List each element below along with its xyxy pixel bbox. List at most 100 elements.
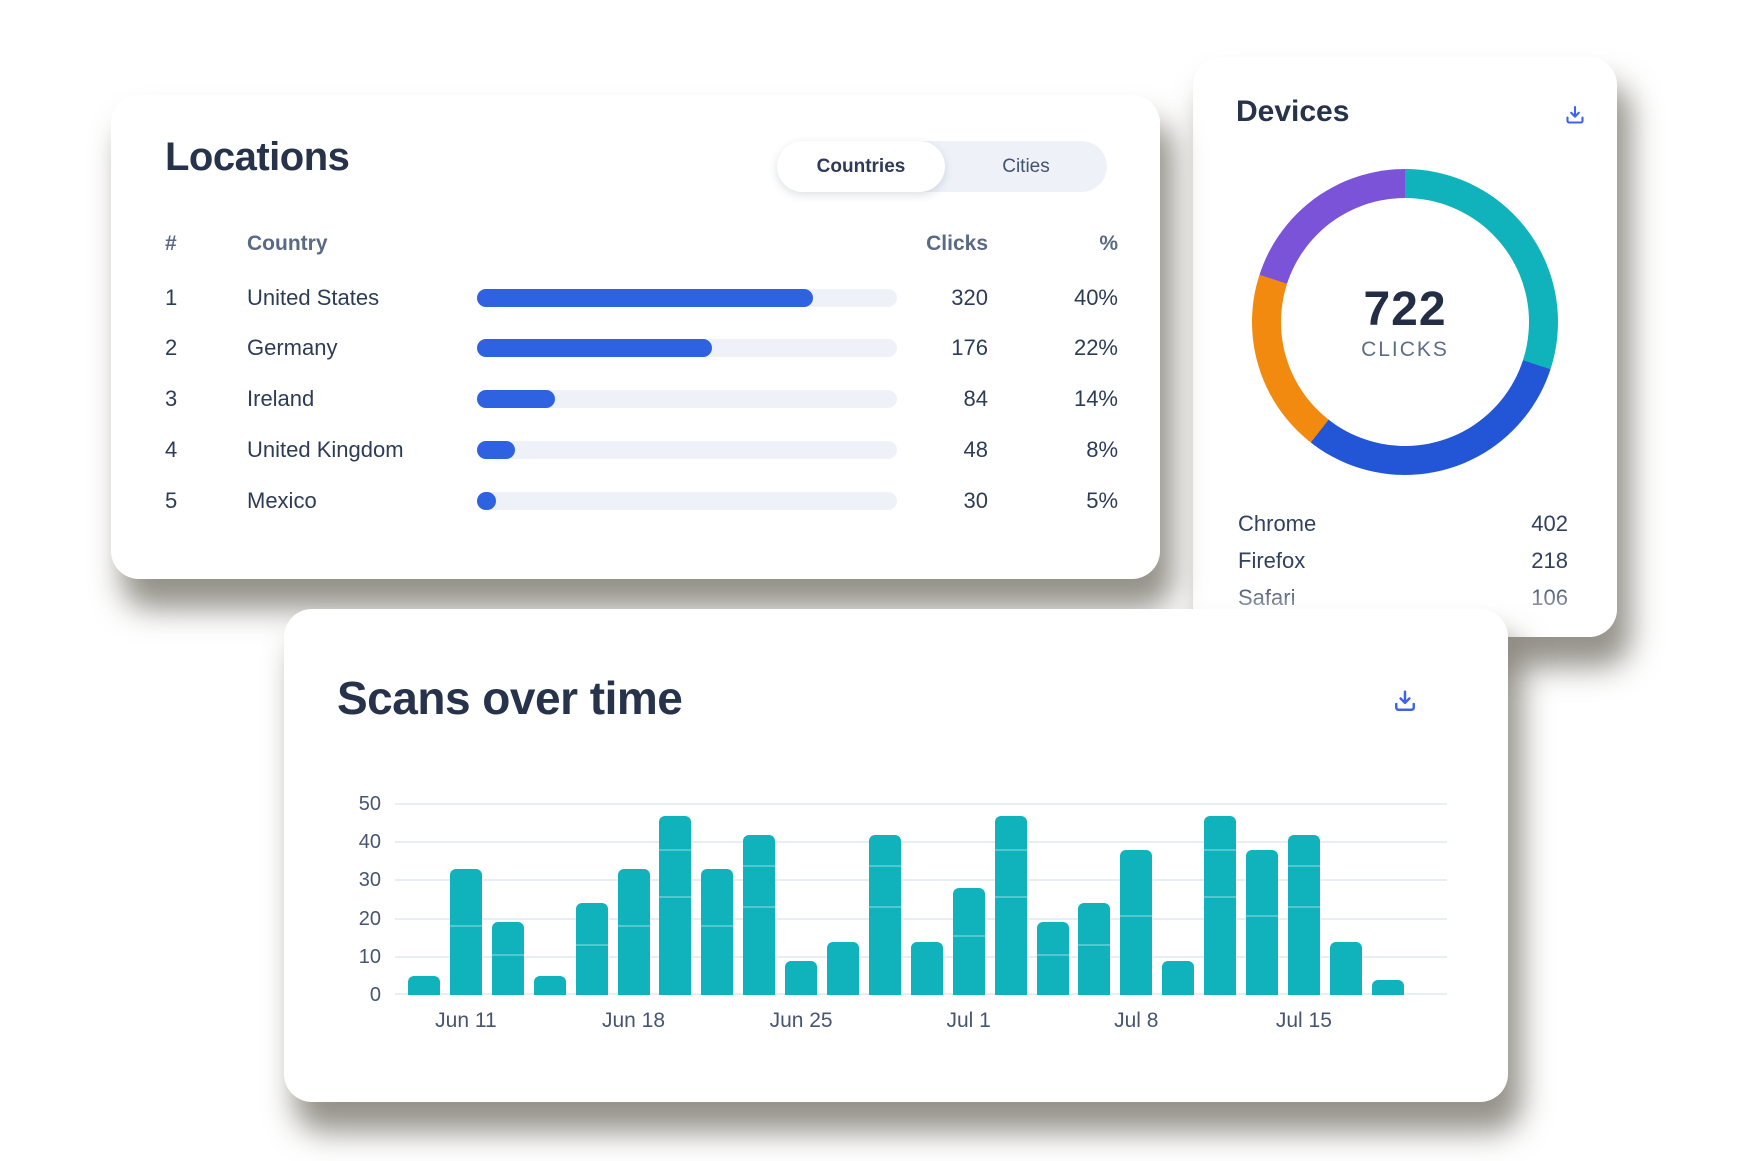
y-axis-tick-label: 20 bbox=[358, 907, 381, 930]
x-axis-tick-label: Jul 15 bbox=[1275, 1009, 1332, 1032]
x-axis-tick-label: Jul 8 bbox=[1114, 1009, 1159, 1032]
chart-bar bbox=[659, 815, 692, 995]
download-icon[interactable] bbox=[1563, 103, 1587, 127]
clicks-cell: 320 bbox=[951, 284, 988, 310]
legend-label: Firefox bbox=[1238, 547, 1306, 573]
y-axis-tick-label: 10 bbox=[358, 945, 381, 968]
chart-bar bbox=[1162, 960, 1195, 995]
x-axis-tick-label: Jul 1 bbox=[946, 1009, 991, 1032]
header-percent: % bbox=[1099, 232, 1118, 255]
bar-seam bbox=[575, 943, 608, 946]
chart-bar bbox=[827, 941, 859, 995]
table-row: 4 United Kingdom 48 8% bbox=[111, 425, 1160, 475]
gridline bbox=[395, 917, 1447, 920]
bar-seam bbox=[1204, 896, 1237, 899]
bar-seam bbox=[701, 924, 734, 927]
percent-cell: 8% bbox=[1086, 436, 1118, 462]
clicks-cell: 48 bbox=[963, 436, 988, 462]
legend-row: Chrome 402 bbox=[1238, 505, 1568, 542]
rank-cell: 1 bbox=[165, 284, 178, 310]
bar-seam bbox=[1204, 849, 1237, 852]
y-axis-tick-label: 0 bbox=[369, 984, 381, 1006]
tab-countries[interactable]: Countries bbox=[777, 141, 945, 192]
chart-bar bbox=[1329, 941, 1362, 995]
clicks-bar-fill bbox=[477, 440, 515, 459]
bar-seam bbox=[491, 953, 524, 956]
devices-card: Devices 722 CLICKS Chrome 402 Firefox 218 Sa… bbox=[1193, 57, 1617, 637]
chart-bar bbox=[910, 941, 943, 995]
clicks-bar-track bbox=[477, 288, 897, 307]
country-cell: Ireland bbox=[247, 386, 315, 412]
gridline bbox=[395, 803, 1447, 805]
gridline bbox=[395, 879, 1447, 882]
percent-cell: 40% bbox=[1073, 284, 1118, 310]
scans-bar-chart: 0 10 20 30 40 50 Jun 11 Jun 18 Jun 25 Jul 1 Jul 8 J… bbox=[359, 793, 1447, 1032]
scans-title: Scans over time bbox=[337, 672, 683, 724]
bar-seam bbox=[743, 864, 776, 867]
country-cell: United States bbox=[247, 284, 380, 310]
bar-seam bbox=[868, 864, 901, 867]
bar-seam bbox=[1036, 953, 1069, 956]
rank-cell: 4 bbox=[165, 436, 178, 462]
download-icon[interactable] bbox=[1391, 687, 1419, 715]
y-axis-tick-label: 40 bbox=[358, 831, 381, 854]
locations-tab-group: Countries Cities bbox=[777, 141, 1107, 192]
devices-donut-chart bbox=[1252, 169, 1558, 475]
chart-bar bbox=[952, 888, 985, 995]
clicks-bar-track bbox=[477, 390, 897, 409]
bar-seam bbox=[449, 924, 482, 927]
rank-cell: 5 bbox=[165, 487, 178, 513]
clicks-bar-track bbox=[477, 491, 897, 510]
bar-seam bbox=[868, 906, 901, 909]
chart-bar bbox=[491, 922, 524, 995]
legend-value: 402 bbox=[1531, 510, 1568, 536]
clicks-bar-fill bbox=[477, 339, 713, 358]
chart-bar bbox=[449, 868, 482, 995]
table-row: 3 Ireland 84 14% bbox=[111, 374, 1160, 424]
country-cell: Germany bbox=[247, 335, 338, 361]
rank-cell: 2 bbox=[165, 335, 178, 361]
chart-bar bbox=[1120, 849, 1153, 995]
legend-label: Chrome bbox=[1238, 510, 1317, 536]
clicks-cell: 30 bbox=[963, 487, 988, 513]
y-axis-tick-label: 30 bbox=[358, 869, 381, 892]
bar-seam bbox=[617, 924, 650, 927]
bar-seam bbox=[659, 849, 692, 852]
legend-value: 218 bbox=[1531, 547, 1568, 573]
bar-seam bbox=[1287, 864, 1320, 867]
clicks-bar-fill bbox=[477, 390, 555, 409]
chart-bar bbox=[617, 868, 650, 995]
table-row: 5 Mexico 30 5% bbox=[111, 476, 1160, 526]
clicks-bar-track bbox=[477, 440, 897, 459]
donut-total-unit: CLICKS bbox=[1361, 338, 1449, 361]
devices-legend: Chrome 402 Firefox 218 Safari 106 bbox=[1238, 505, 1568, 616]
y-axis-tick-label: 50 bbox=[358, 793, 381, 815]
clicks-cell: 84 bbox=[963, 386, 988, 412]
bar-seam bbox=[1120, 914, 1153, 917]
chart-bar bbox=[994, 815, 1027, 995]
country-cell: United Kingdom bbox=[247, 436, 404, 462]
clicks-bar-fill bbox=[477, 491, 496, 510]
chart-bar bbox=[1078, 903, 1111, 995]
percent-cell: 14% bbox=[1073, 386, 1118, 412]
chart-bar bbox=[533, 975, 566, 995]
bar-seam bbox=[1078, 943, 1111, 946]
chart-bar bbox=[1371, 979, 1404, 995]
tab-cities[interactable]: Cities bbox=[945, 141, 1107, 192]
bar-seam bbox=[952, 935, 985, 938]
chart-bar bbox=[1287, 834, 1320, 995]
bar-seam bbox=[1246, 914, 1278, 917]
chart-bar bbox=[743, 834, 776, 995]
bar-seam bbox=[743, 906, 776, 909]
chart-bar bbox=[408, 975, 440, 995]
clicks-cell: 176 bbox=[951, 335, 988, 361]
scans-card: Scans over time 0 10 20 30 40 50 Jun 11 Jun 18 J… bbox=[284, 609, 1508, 1102]
x-axis-tick-label: Jun 11 bbox=[435, 1009, 497, 1032]
x-axis-tick-label: Jun 18 bbox=[601, 1009, 666, 1032]
clicks-bar-fill bbox=[477, 288, 813, 307]
table-row: 1 United States 320 40% bbox=[111, 273, 1160, 323]
chart-bar bbox=[575, 903, 608, 995]
header-clicks: Clicks bbox=[926, 232, 988, 255]
donut-total-value: 722 bbox=[1363, 283, 1447, 336]
chart-bar bbox=[1204, 815, 1237, 995]
